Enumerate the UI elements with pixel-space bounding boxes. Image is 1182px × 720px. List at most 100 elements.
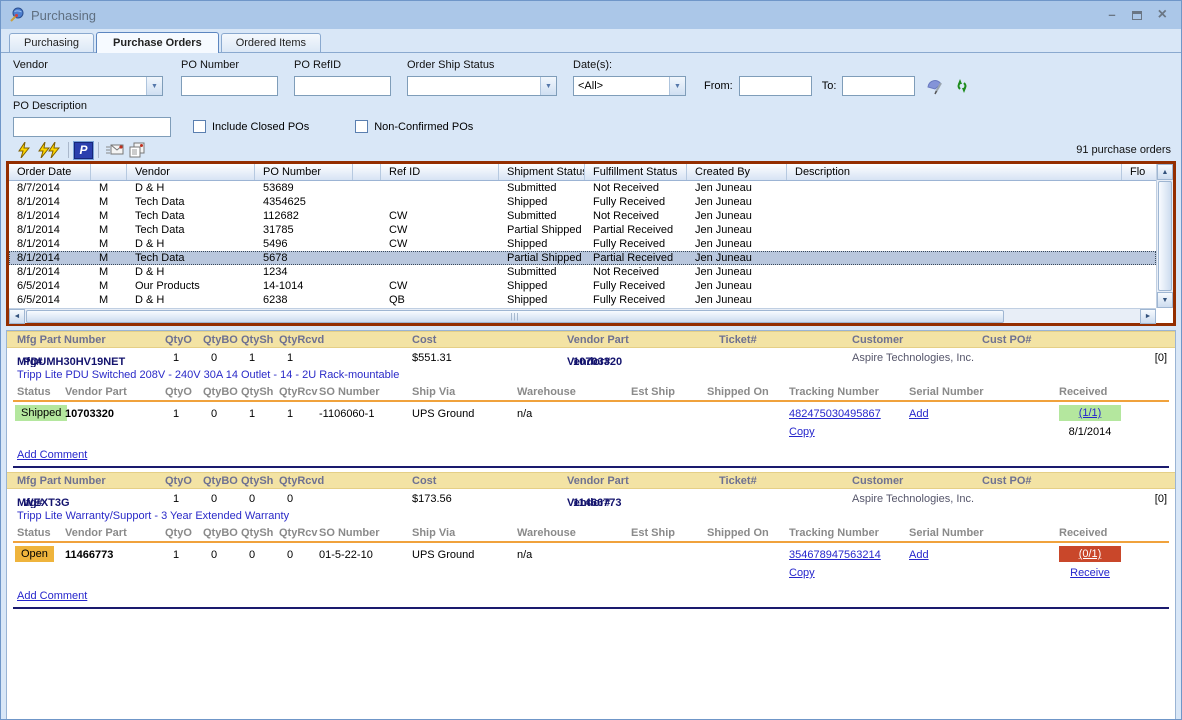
cell-m: M [91, 223, 127, 237]
col-blank[interactable] [353, 164, 381, 180]
col-flo[interactable]: Flo [1122, 164, 1156, 180]
grid-vertical-scrollbar[interactable]: ▲ ▼ [1156, 164, 1173, 308]
cell-flo [1122, 265, 1156, 279]
scroll-right-icon[interactable]: ► [1140, 309, 1156, 324]
cell-flo [1122, 237, 1156, 251]
po-row[interactable]: 8/1/2014MTech Data31785CWPartial Shipped… [9, 223, 1156, 237]
minimize-icon[interactable]: – [1108, 9, 1115, 21]
refresh-icon[interactable] [955, 78, 969, 94]
scroll-down-icon[interactable]: ▼ [1157, 292, 1173, 308]
tab-purchasing[interactable]: Purchasing [9, 33, 94, 52]
to-date-input[interactable] [842, 76, 915, 96]
col-ref-id[interactable]: Ref ID [381, 164, 499, 180]
cell-blank [353, 237, 381, 251]
cell-created-by: Jen Juneau [687, 293, 787, 307]
run-search-all-icon[interactable] [35, 141, 63, 159]
col-m[interactable] [91, 164, 127, 180]
mfg-part-number: PDUMH30HV19NET [23, 356, 125, 367]
toolbar-separator [98, 142, 99, 158]
col-fulfillment-status[interactable]: Fulfillment Status [585, 164, 687, 180]
add-serial-link[interactable]: Add [909, 549, 929, 561]
vendor-combo[interactable]: ▼ [13, 76, 163, 96]
vertical-scroll-thumb[interactable] [1158, 181, 1172, 291]
cell-description [787, 223, 1122, 237]
col-created-by[interactable]: Created By [687, 164, 787, 180]
cell-description [787, 293, 1122, 307]
po-row[interactable]: 8/1/2014MTech Data112682CWSubmittedNot R… [9, 209, 1156, 223]
receive-link[interactable]: Receive [1070, 567, 1110, 579]
non-confirmed-pos-checkbox[interactable] [355, 120, 368, 133]
col-order-date[interactable]: Order Date [9, 164, 91, 180]
col-description[interactable]: Description [787, 164, 1122, 180]
hdr-qtybo: QtyBO [203, 386, 238, 398]
po-app-button[interactable]: P [74, 142, 93, 159]
val-so-number: 01-5-22-10 [319, 549, 373, 561]
add-comment-link[interactable]: Add Comment [17, 590, 87, 602]
tab-purchase-orders[interactable]: Purchase Orders [96, 32, 219, 53]
chevron-down-icon[interactable]: ▼ [540, 77, 556, 95]
chevron-down-icon[interactable]: ▼ [146, 77, 162, 95]
order-ship-status-combo[interactable]: ▼ [407, 76, 557, 96]
tracking-number-link[interactable]: 354678947563214 [789, 549, 881, 561]
po-row[interactable]: 8/1/2014MD & H5496CWShippedFully Receive… [9, 237, 1156, 251]
po-row-selected[interactable]: 8/1/2014MTech Data5678Partial ShippedPar… [9, 251, 1156, 265]
cell-po-number: 112682 [255, 209, 353, 223]
po-number-input[interactable] [181, 76, 278, 96]
cell-created-by: Jen Juneau [687, 223, 787, 237]
hdr-qtybo: QtyBO [203, 334, 238, 346]
cell-vendor: D & H [127, 293, 255, 307]
val-ship-via: UPS Ground [412, 408, 474, 420]
dates-combo[interactable]: <All> ▼ [573, 76, 686, 96]
po-row[interactable]: 8/1/2014MTech Data4354625ShippedFully Re… [9, 195, 1156, 209]
include-closed-pos-checkbox[interactable] [193, 120, 206, 133]
val-so-number: -1106060-1 [319, 408, 374, 420]
hdr-vendor-part: Vendor Part [65, 527, 127, 539]
vendor-label: Vendor [13, 59, 163, 73]
received-count-link[interactable]: (0/1) [1079, 548, 1102, 560]
chevron-down-icon[interactable]: ▼ [669, 77, 685, 95]
email-po-icon[interactable] [104, 141, 126, 159]
copy-tracking-link[interactable]: Copy [789, 426, 815, 438]
scroll-up-icon[interactable]: ▲ [1157, 164, 1173, 180]
po-description-input[interactable] [13, 117, 171, 137]
mfg-part: Mfg# WEXT3G [17, 493, 23, 505]
from-date-input[interactable] [739, 76, 812, 96]
val-vendor-part: 10703320 [65, 408, 114, 420]
copy-po-icon[interactable] [126, 141, 148, 159]
receive-link-wrap: Receive [1059, 567, 1121, 579]
hdr-qtyrcv: QtyRcv [279, 527, 318, 539]
hdr-received: Received [1059, 386, 1107, 398]
item-row: Mfg# PDUMH30HV19NET 1 0 1 1 $551.31 Vend… [7, 348, 1175, 367]
po-row[interactable]: 8/1/2014MD & H1234SubmittedNot ReceivedJ… [9, 265, 1156, 279]
po-row[interactable]: 6/5/2014MD & H6238QBShippedFully Receive… [9, 293, 1156, 307]
tab-ordered-items[interactable]: Ordered Items [221, 33, 321, 52]
close-icon[interactable]: × [1158, 9, 1167, 21]
hdr-so-number: SO Number [319, 386, 380, 398]
hdr-cust-po: Cust PO# [982, 475, 1032, 487]
copy-tracking-link[interactable]: Copy [789, 567, 815, 579]
non-confirmed-pos-label: Non-Confirmed POs [374, 121, 473, 133]
clear-filter-icon[interactable] [925, 77, 945, 95]
scroll-left-icon[interactable]: ◄ [9, 309, 25, 324]
horizontal-scroll-thumb[interactable]: ||| [26, 310, 1004, 323]
item-row: Mfg# WEXT3G 1 0 0 0 $173.56 Vendor# 1146… [7, 489, 1175, 508]
po-count: 91 purchase orders [1076, 144, 1171, 156]
add-comment-link[interactable]: Add Comment [17, 449, 87, 461]
add-serial-link[interactable]: Add [909, 408, 929, 420]
order-ship-status-label: Order Ship Status [407, 59, 557, 73]
po-refid-input[interactable] [294, 76, 391, 96]
col-shipment-status[interactable]: Shipment Status [499, 164, 585, 180]
mfg-part: Mfg# PDUMH30HV19NET [17, 352, 23, 364]
col-vendor[interactable]: Vendor [127, 164, 255, 180]
received-count-link[interactable]: (1/1) [1079, 407, 1102, 419]
tracking-number-link[interactable]: 482475030495867 [789, 408, 881, 420]
run-search-icon[interactable] [13, 141, 35, 159]
cell-order-date: 6/5/2014 [9, 279, 91, 293]
po-row[interactable]: 6/5/2014MOur Products14-1014CWShippedFul… [9, 279, 1156, 293]
grid-horizontal-scrollbar[interactable]: ◄ ||| ► [9, 308, 1156, 323]
cell-vendor: Tech Data [127, 223, 255, 237]
cell-vendor: D & H [127, 237, 255, 251]
col-po-number[interactable]: PO Number [255, 164, 353, 180]
maximize-icon[interactable] [1132, 11, 1142, 20]
po-row[interactable]: 8/7/2014MD & H53689SubmittedNot Received… [9, 181, 1156, 195]
